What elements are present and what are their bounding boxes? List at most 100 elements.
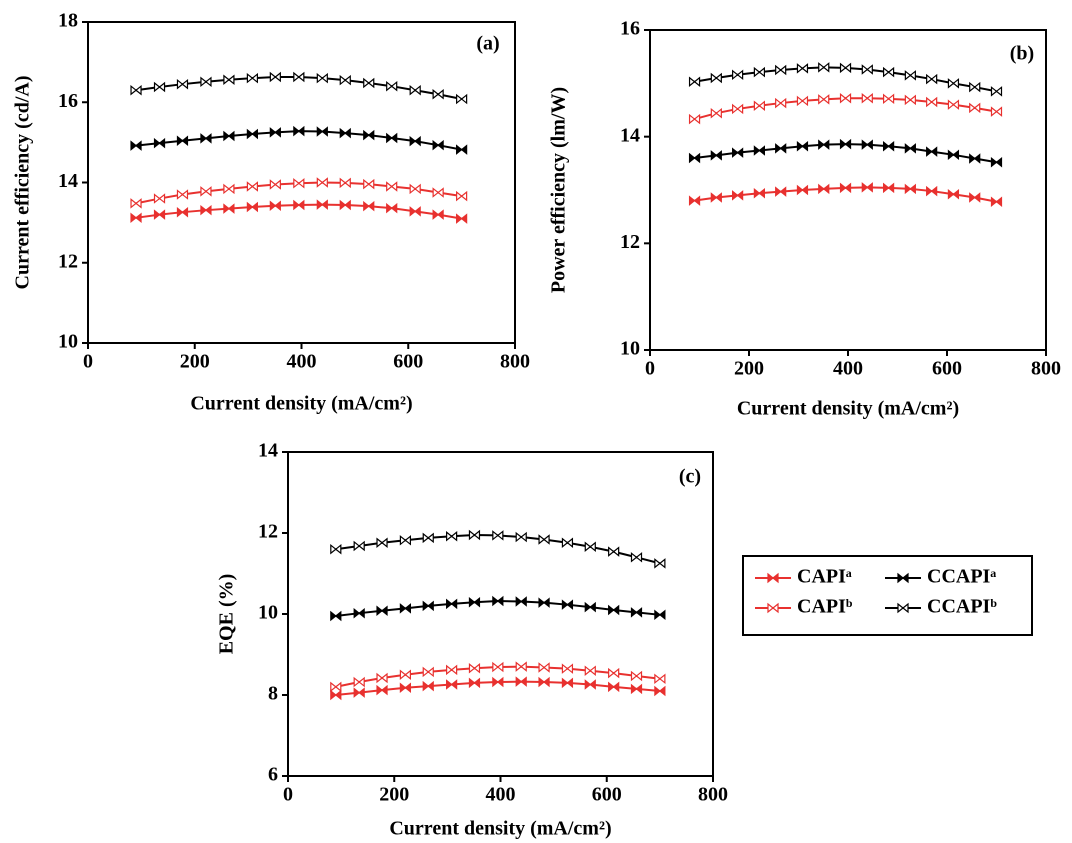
point-marker xyxy=(399,535,412,546)
point-marker xyxy=(446,679,458,690)
x-tick-label: 200 xyxy=(180,351,210,373)
point-marker xyxy=(363,129,375,141)
point-marker xyxy=(446,664,458,676)
point-marker xyxy=(176,189,189,200)
point-marker xyxy=(796,63,809,74)
x-tick-label: 600 xyxy=(932,358,962,380)
point-marker xyxy=(269,71,281,83)
point-marker xyxy=(796,184,809,196)
point-marker xyxy=(223,203,235,214)
point-marker xyxy=(446,598,458,610)
point-marker xyxy=(732,147,744,158)
point-marker xyxy=(386,132,398,144)
point-marker xyxy=(584,679,596,690)
point-marker xyxy=(753,66,765,78)
point-marker xyxy=(818,183,830,195)
point-marker xyxy=(688,113,701,125)
point-marker xyxy=(904,94,916,106)
x-axis-label: Current density (mA/cm²) xyxy=(190,393,412,415)
point-marker xyxy=(130,212,142,224)
point-marker xyxy=(775,64,787,76)
point-marker xyxy=(456,190,468,202)
point-marker xyxy=(538,662,550,673)
x-tick-label: 200 xyxy=(379,784,409,806)
point-marker xyxy=(153,193,166,204)
x-tick-label: 0 xyxy=(283,784,293,806)
legend-label: CAPIᵇ xyxy=(797,596,853,618)
point-marker xyxy=(990,157,1003,168)
point-marker xyxy=(818,139,830,150)
point-marker xyxy=(269,200,281,212)
y-axis-label: EQE (%) xyxy=(216,574,238,655)
point-marker xyxy=(316,177,328,188)
point-marker xyxy=(753,187,765,199)
point-marker xyxy=(176,206,189,218)
point-marker xyxy=(561,663,574,674)
y-tick-label: 14 xyxy=(58,170,78,192)
point-marker xyxy=(492,530,504,541)
point-marker xyxy=(775,97,787,109)
point-marker xyxy=(339,177,351,189)
point-marker xyxy=(818,62,830,73)
y-tick-label: 14 xyxy=(620,124,640,146)
point-marker xyxy=(515,676,527,687)
point-marker xyxy=(882,93,895,105)
point-marker xyxy=(376,672,388,684)
point-marker xyxy=(990,86,1003,97)
point-marker xyxy=(353,687,365,698)
point-marker xyxy=(293,125,305,137)
point-marker xyxy=(630,607,643,618)
point-marker xyxy=(246,201,258,213)
point-marker xyxy=(293,178,305,189)
point-marker xyxy=(130,140,142,151)
point-marker xyxy=(654,685,666,697)
point-marker xyxy=(654,609,666,621)
point-marker xyxy=(269,127,281,138)
point-marker xyxy=(654,673,666,685)
y-tick-label: 12 xyxy=(58,250,78,272)
point-marker xyxy=(269,179,281,190)
point-marker xyxy=(330,689,342,701)
point-marker xyxy=(926,73,938,85)
x-tick-label: 200 xyxy=(734,358,764,380)
point-marker xyxy=(904,183,916,195)
point-marker xyxy=(293,71,305,83)
point-marker xyxy=(386,80,398,92)
point-marker xyxy=(796,141,809,152)
legend-label: CAPIᵃ xyxy=(797,566,852,588)
point-marker xyxy=(584,541,596,553)
x-tick-label: 400 xyxy=(287,351,317,373)
point-marker xyxy=(861,93,873,104)
point-marker xyxy=(432,88,444,100)
point-marker xyxy=(630,670,643,682)
point-marker xyxy=(608,667,620,679)
point-marker xyxy=(538,597,550,608)
point-marker xyxy=(386,202,398,214)
y-tick-label: 14 xyxy=(258,440,278,462)
point-marker xyxy=(732,103,744,115)
point-marker xyxy=(468,597,481,608)
point-marker xyxy=(353,676,365,688)
point-marker xyxy=(732,190,744,201)
y-tick-label: 16 xyxy=(620,18,640,40)
x-tick-label: 0 xyxy=(83,351,93,373)
point-marker xyxy=(904,70,916,81)
point-marker xyxy=(399,682,412,693)
y-tick-label: 10 xyxy=(58,331,78,353)
point-marker xyxy=(688,195,701,206)
point-marker xyxy=(200,133,212,144)
point-marker xyxy=(363,77,375,89)
point-marker xyxy=(926,146,938,157)
point-marker xyxy=(339,199,351,211)
point-marker xyxy=(710,72,722,84)
point-marker xyxy=(409,183,421,195)
legend-label: CCAPIᵃ xyxy=(927,566,996,588)
point-marker xyxy=(710,150,722,161)
point-marker xyxy=(468,663,481,674)
point-marker xyxy=(200,204,212,216)
point-marker xyxy=(608,681,620,693)
point-marker xyxy=(990,106,1003,117)
point-marker xyxy=(456,213,468,224)
point-marker xyxy=(223,74,235,86)
series-line xyxy=(694,66,997,93)
